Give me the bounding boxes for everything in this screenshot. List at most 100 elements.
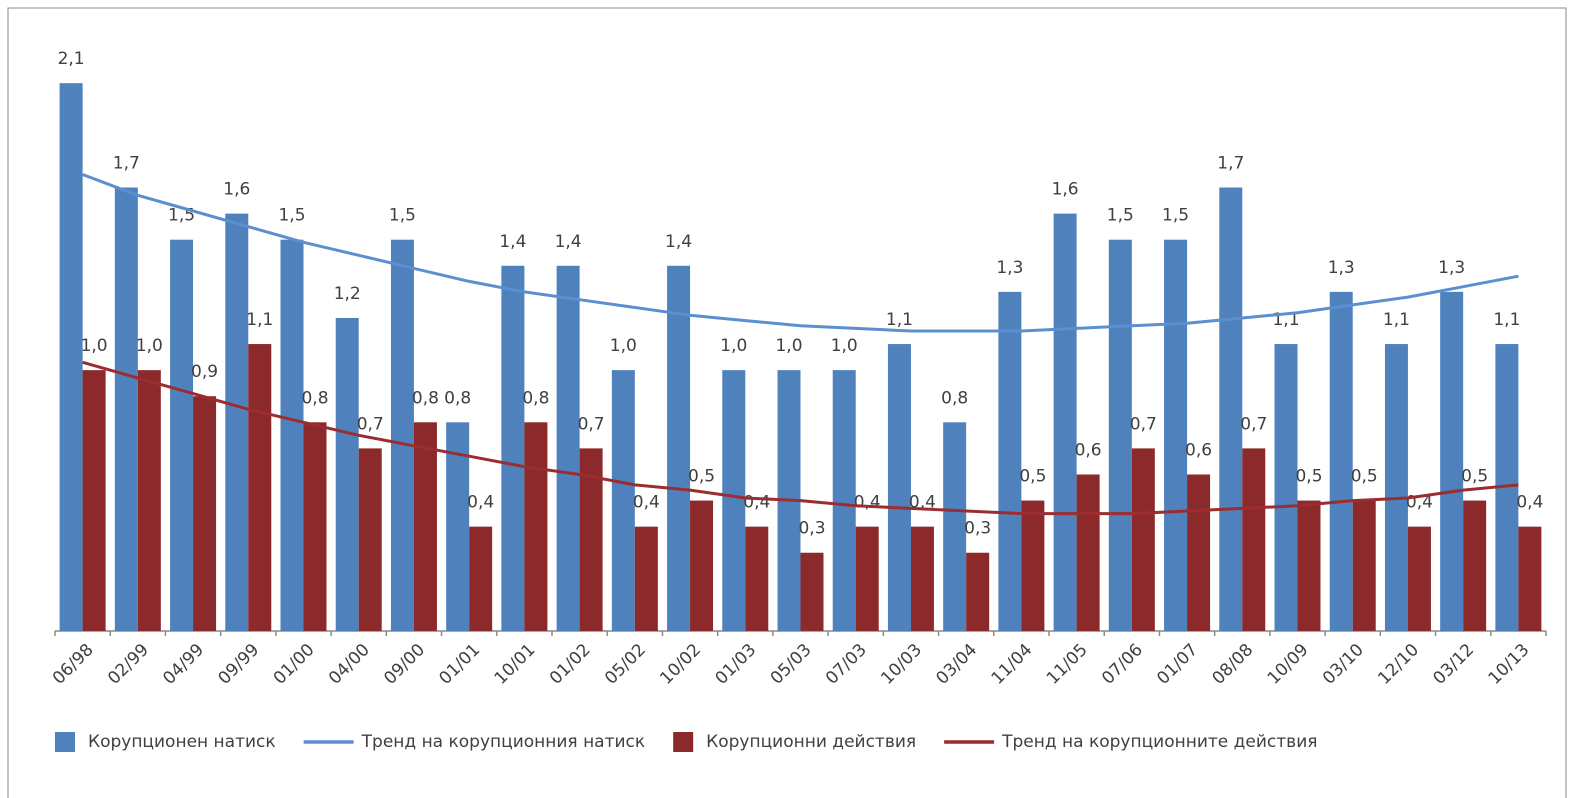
- bar: [998, 291, 1022, 631]
- data-label: 1,5: [1107, 206, 1134, 226]
- data-label: 1,1: [246, 310, 273, 330]
- bar: [1495, 344, 1519, 631]
- data-label: 0,6: [1075, 440, 1102, 460]
- bar: [855, 526, 879, 631]
- bar: [910, 526, 934, 631]
- data-label: 0,7: [1130, 414, 1157, 434]
- data-label: 1,6: [1052, 180, 1079, 200]
- legend-swatch: [55, 732, 75, 752]
- bar: [358, 448, 382, 631]
- data-label: 0,9: [191, 362, 218, 382]
- data-label: 0,4: [633, 493, 660, 513]
- data-label: 0,4: [743, 493, 770, 513]
- legend-label: Корупционен натиск: [88, 732, 276, 752]
- bar: [1219, 187, 1243, 632]
- data-label: 0,7: [1240, 414, 1267, 434]
- data-label: 0,5: [1019, 467, 1046, 487]
- bar: [1274, 344, 1298, 631]
- data-label: 2,1: [58, 49, 85, 69]
- bar: [1297, 500, 1321, 631]
- bar: [667, 265, 691, 631]
- bar: [1242, 448, 1266, 631]
- data-label: 1,2: [334, 284, 361, 304]
- data-label: 0,4: [1516, 493, 1543, 513]
- data-label: 1,7: [1217, 154, 1244, 174]
- bar: [59, 83, 83, 632]
- data-label: 1,4: [499, 232, 526, 252]
- data-label: 1,3: [1328, 258, 1355, 278]
- legend-label: Тренд на корупционните действия: [1001, 732, 1317, 752]
- bar: [469, 526, 493, 631]
- bar: [1131, 448, 1155, 631]
- bar: [579, 448, 603, 631]
- bar: [446, 422, 470, 631]
- bar: [280, 239, 304, 631]
- data-label: 0,4: [854, 493, 881, 513]
- data-label: 0,3: [964, 519, 991, 539]
- bar: [114, 187, 138, 632]
- data-label: 1,6: [223, 180, 250, 200]
- bar: [887, 344, 911, 631]
- bar: [335, 317, 359, 631]
- data-label: 1,0: [136, 336, 163, 356]
- data-label: 1,5: [1162, 206, 1189, 226]
- data-label: 0,5: [1295, 467, 1322, 487]
- data-label: 1,3: [1438, 258, 1465, 278]
- data-label: 0,8: [522, 388, 549, 408]
- bar: [556, 265, 580, 631]
- bar: [1440, 291, 1464, 631]
- bar: [413, 422, 437, 631]
- bar: [225, 213, 249, 631]
- bar: [501, 265, 525, 631]
- legend-label: Корупционни действия: [706, 732, 916, 752]
- bar: [1187, 474, 1211, 631]
- data-label: 1,3: [996, 258, 1023, 278]
- legend-label: Тренд на корупционния натиск: [361, 732, 646, 752]
- data-label: 0,5: [688, 467, 715, 487]
- bar: [1352, 500, 1376, 631]
- data-label: 1,5: [389, 206, 416, 226]
- bar: [1021, 500, 1045, 631]
- data-label: 1,0: [81, 336, 108, 356]
- bar: [1329, 291, 1353, 631]
- bar: [722, 370, 746, 631]
- legend-swatch: [673, 732, 694, 752]
- bar: [745, 526, 769, 631]
- bar: [634, 526, 658, 631]
- data-label: 1,5: [278, 206, 305, 226]
- bar: [966, 552, 990, 631]
- bar: [611, 370, 635, 631]
- bar: [1108, 239, 1132, 631]
- bar: [137, 370, 161, 631]
- bar: [303, 422, 327, 631]
- bar: [248, 344, 272, 631]
- data-label: 1,0: [610, 336, 637, 356]
- trend-line: [82, 360, 1519, 516]
- data-label: 1,1: [1493, 310, 1520, 330]
- bar: [1053, 213, 1077, 631]
- bar: [1384, 344, 1408, 631]
- data-label: 1,0: [720, 336, 747, 356]
- data-label: 0,8: [941, 388, 968, 408]
- data-label: 0,8: [301, 388, 328, 408]
- bar: [1164, 239, 1188, 631]
- bar: [390, 239, 414, 631]
- data-label: 0,7: [357, 414, 384, 434]
- data-label: 1,0: [775, 336, 802, 356]
- bar: [800, 552, 824, 631]
- bar: [943, 422, 967, 631]
- bar: [1463, 500, 1487, 631]
- bar: [1407, 526, 1431, 631]
- bar: [193, 396, 217, 631]
- bar: [524, 422, 548, 631]
- data-label: 1,1: [1383, 310, 1410, 330]
- data-label: 1,1: [886, 310, 913, 330]
- bar: [1518, 526, 1542, 631]
- bar: [832, 370, 856, 631]
- data-label: 0,4: [467, 493, 494, 513]
- data-label: 0,6: [1185, 440, 1212, 460]
- data-label: 0,8: [444, 388, 471, 408]
- data-label: 0,5: [1461, 467, 1488, 487]
- data-label: 1,4: [555, 232, 582, 252]
